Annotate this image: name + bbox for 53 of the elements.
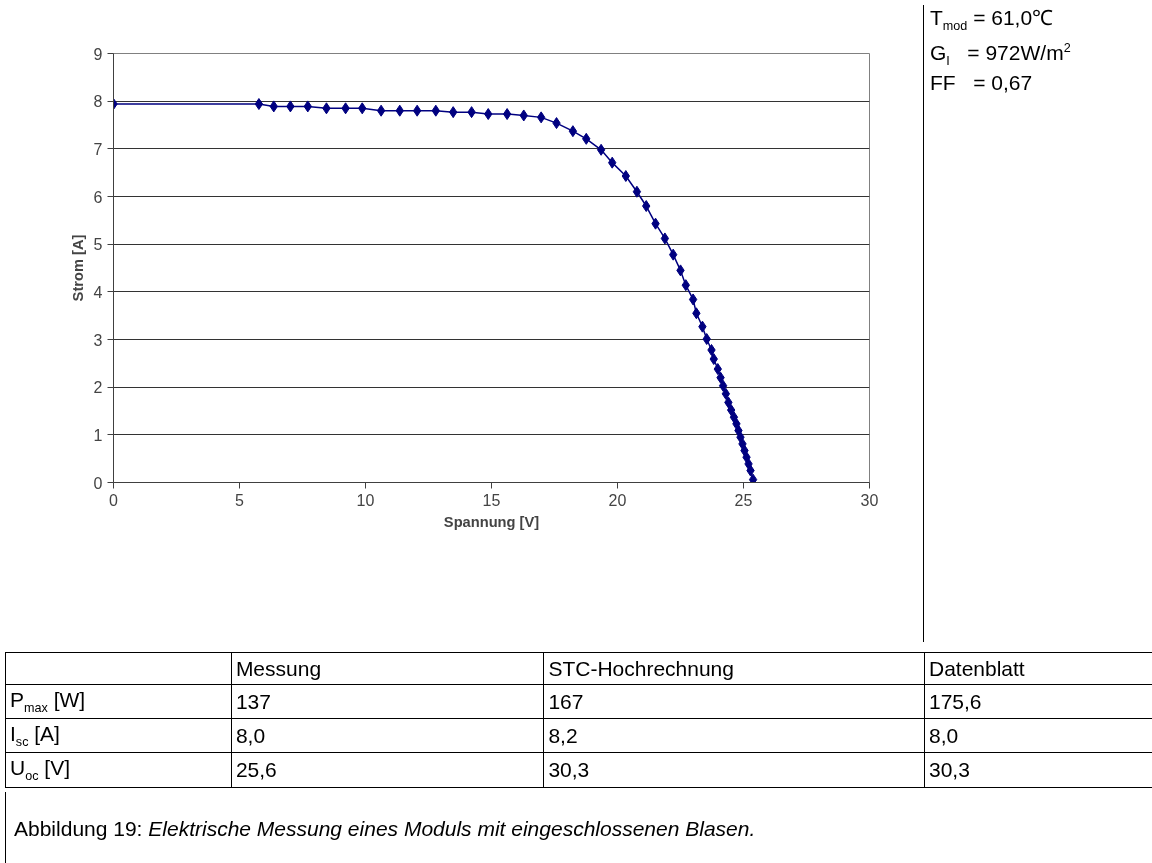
point	[632, 185, 642, 198]
point	[376, 104, 386, 117]
y-tick-label: 3	[93, 331, 103, 349]
text: 8,0	[231, 718, 544, 753]
text: 8,2	[543, 718, 925, 753]
text: 167	[543, 684, 925, 719]
text: 30,3	[543, 752, 925, 788]
point	[688, 293, 698, 306]
point	[536, 111, 546, 124]
point	[726, 404, 736, 417]
point	[748, 473, 758, 483]
y-tick-label: 2	[93, 379, 103, 397]
point	[721, 387, 731, 400]
x-tick-label: 25	[734, 491, 753, 509]
y-tick-label: 0	[93, 474, 103, 492]
y-tick-label: 6	[93, 188, 103, 206]
y-tick-label: 7	[93, 140, 103, 158]
text: FF = 0,67	[930, 71, 1033, 95]
y-tick-label: 5	[93, 236, 103, 254]
point	[621, 170, 630, 182]
text: 25,6	[231, 752, 544, 788]
text: T$_{mod}$ = 61,0℃	[930, 6, 1054, 34]
point	[660, 232, 670, 245]
x-axis-title: Spannung [V]	[443, 513, 540, 530]
y-tick-label: 8	[93, 93, 103, 111]
point	[596, 143, 606, 156]
text: STC-Hochrechnung	[543, 652, 925, 685]
text: 30,3	[924, 752, 1152, 788]
x-tick-label: 15	[482, 491, 501, 509]
text: 175,6	[924, 684, 1152, 719]
y-tick-label: 4	[93, 283, 103, 301]
y-axis-title: Strom [A]	[69, 234, 86, 302]
x-tick-label: 30	[860, 491, 879, 509]
point	[502, 108, 512, 121]
point	[718, 379, 728, 392]
text: 137	[231, 684, 544, 719]
text: Messung	[231, 652, 544, 685]
point	[254, 98, 264, 111]
x-tick-label: 20	[608, 491, 627, 509]
x-tick-label: 10	[356, 491, 375, 509]
text: I$_{sc}$ [A]	[5, 718, 232, 753]
text: U$_{oc}$ [V]	[5, 752, 232, 788]
text: P$_{max}$ [W]	[5, 684, 232, 719]
text: Datenblatt	[924, 652, 1152, 685]
x-tick-label: 5	[235, 491, 245, 509]
y-tick-label: 1	[93, 426, 103, 444]
text: Abbildung 19: Elektrische Messung eines Moduls mit eingeschlossenen Blasen.	[14, 816, 756, 842]
point	[412, 104, 422, 117]
y-tick-label: 9	[93, 45, 103, 63]
text: G$_{I}$ = 972W/m$^{2}$	[930, 41, 1071, 69]
x-tick-label: 0	[109, 491, 119, 509]
text: 8,0	[924, 718, 1152, 753]
point	[568, 125, 578, 138]
